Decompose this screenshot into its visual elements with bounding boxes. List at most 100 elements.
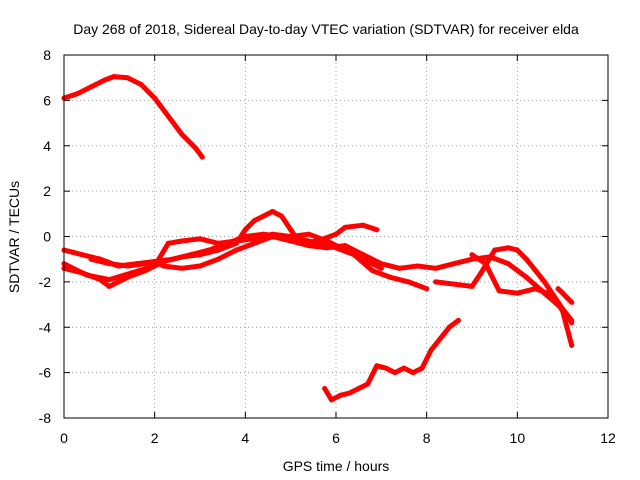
data-point-s4	[165, 240, 171, 246]
y-tick-label: 8	[43, 47, 51, 63]
data-point-s6	[179, 265, 185, 271]
x-tick-label: 12	[600, 430, 616, 446]
data-point-s7	[523, 256, 529, 262]
data-point-s1	[199, 154, 205, 160]
x-axis-label: GPS time / hours	[283, 458, 390, 474]
data-point-s2	[419, 365, 425, 371]
data-point-s2	[374, 363, 380, 369]
y-tick-label: -8	[39, 410, 52, 426]
data-point-s4	[197, 236, 203, 242]
y-tick-label: -4	[39, 319, 52, 335]
data-point-s2	[347, 390, 353, 396]
data-point-s1	[165, 113, 171, 119]
data-point-s1	[111, 74, 117, 80]
data-point-s5	[251, 218, 257, 224]
data-point-s6	[288, 238, 294, 244]
data-point-s7	[433, 279, 439, 285]
data-point-s4	[306, 231, 312, 237]
data-point-s2	[338, 392, 343, 398]
data-point-s6	[415, 263, 421, 269]
data-point-s2	[392, 370, 398, 376]
data-point-s7	[469, 283, 475, 289]
y-tick-label: 4	[43, 138, 51, 154]
chart-title: Day 268 of 2018, Sidereal Day-to-day VTE…	[73, 21, 579, 37]
series-line-s1	[61, 74, 205, 160]
data-point-s9	[564, 295, 570, 301]
data-point-s5	[197, 252, 203, 258]
data-point-s7	[514, 247, 520, 253]
data-point-s5	[342, 224, 348, 230]
data-point-s2	[356, 386, 362, 391]
series-line-s2	[322, 317, 461, 403]
data-point-s8	[533, 286, 538, 292]
data-point-s4	[251, 236, 257, 242]
x-tick-label: 6	[332, 430, 340, 446]
data-point-s6	[378, 261, 384, 267]
data-point-s2	[410, 370, 416, 376]
data-point-s4	[179, 238, 185, 244]
data-point-s6	[342, 243, 348, 249]
data-point-s6	[523, 274, 529, 280]
data-point-s6	[161, 263, 167, 269]
data-point-s5	[79, 270, 85, 276]
data-point-s6	[505, 261, 511, 267]
data-point-s1	[152, 95, 158, 101]
data-point-s5	[242, 227, 248, 233]
data-point-s6	[397, 265, 402, 271]
data-point-s9	[560, 290, 566, 296]
data-point-s4	[215, 240, 221, 246]
data-point-s6	[306, 243, 312, 249]
data-point-s5	[279, 213, 285, 219]
data-point-s7	[492, 247, 498, 253]
data-point-s6	[360, 252, 366, 258]
series-line-s8	[469, 252, 575, 348]
data-point-s5	[288, 227, 294, 233]
data-point-s3	[387, 274, 393, 280]
x-tick-label: 0	[60, 430, 68, 446]
data-point-s8	[514, 290, 520, 296]
data-point-s5	[270, 209, 275, 214]
x-tick-label: 10	[510, 430, 526, 446]
plot-frame	[63, 54, 609, 419]
data-point-s6	[451, 261, 457, 267]
data-point-s3	[369, 268, 375, 273]
data-point-s4	[106, 277, 112, 283]
tick-labels: 0 2 4 6 8 10 12 -8 -6 -4 -2 0 2 4 6 8	[39, 47, 616, 446]
data-point-s2	[446, 324, 452, 330]
data-point-s6	[270, 234, 275, 239]
data-point-s6	[88, 256, 94, 262]
data-point-s6	[152, 259, 158, 264]
data-point-s2	[455, 317, 461, 323]
data-point-s3	[406, 279, 411, 285]
x-tick-label: 4	[241, 430, 249, 446]
data-point-s2	[428, 347, 434, 353]
series-line-s9	[555, 286, 575, 305]
data-point-s6	[233, 247, 239, 253]
data-point-s2	[322, 386, 328, 391]
y-tick-label: 2	[43, 183, 51, 199]
data-point-s5	[215, 247, 221, 253]
y-tick-label: -2	[39, 274, 52, 290]
data-point-s5	[233, 240, 239, 246]
data-point-s6	[143, 261, 149, 267]
data-point-s2	[365, 381, 371, 387]
data-series	[61, 74, 575, 403]
data-point-s2	[437, 336, 443, 342]
data-point-s8	[483, 261, 489, 267]
data-point-s7	[533, 268, 538, 273]
data-point-s9	[555, 286, 561, 292]
data-point-s5	[374, 227, 380, 233]
data-point-s5	[125, 274, 130, 280]
data-point-s1	[193, 145, 198, 151]
y-tick-label: -6	[39, 365, 52, 381]
data-point-s7	[478, 270, 484, 276]
data-point-s1	[125, 75, 130, 81]
data-point-s5	[261, 213, 266, 219]
data-point-s5	[97, 277, 103, 283]
data-point-s2	[329, 397, 334, 403]
data-point-s5	[315, 238, 321, 244]
data-point-s8	[496, 288, 502, 294]
data-point-s5	[179, 254, 185, 260]
data-point-s2	[401, 365, 407, 371]
